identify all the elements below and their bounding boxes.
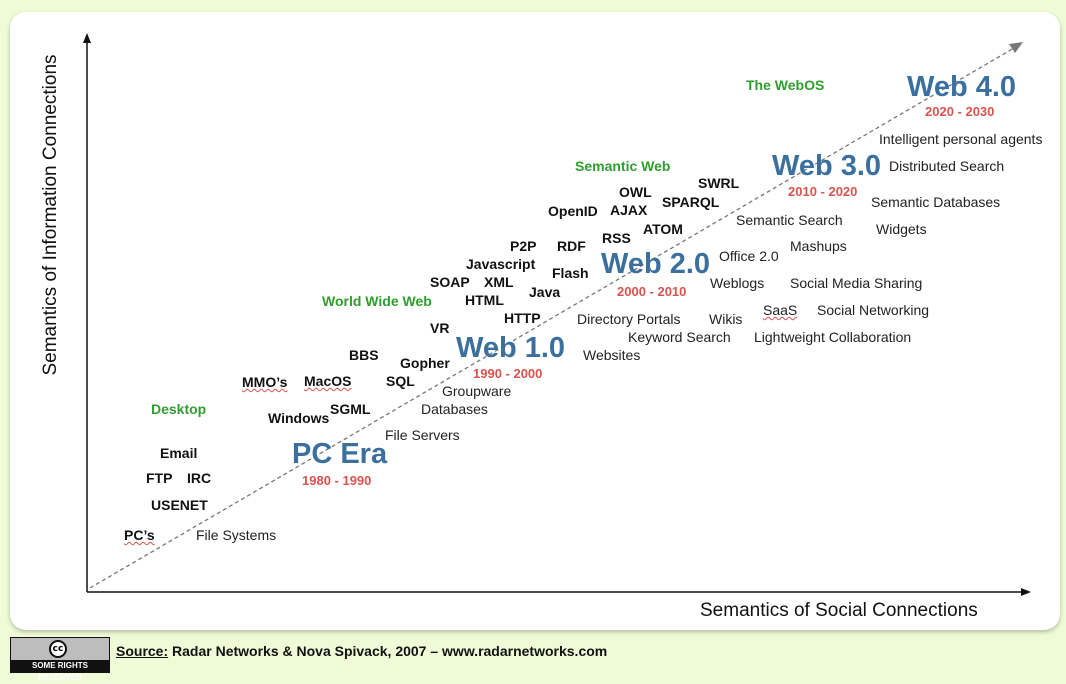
- social-social-networking: Social Networking: [817, 302, 930, 318]
- tech-pcs: PC’s: [124, 527, 155, 543]
- era-web2-years: 2000 - 2010: [617, 284, 687, 299]
- tech-sql: SQL: [386, 373, 415, 389]
- tech-rdf: RDF: [557, 238, 586, 254]
- social-wikis: Wikis: [709, 311, 743, 327]
- tech-macos: MacOS: [304, 373, 352, 389]
- social-intelligent-agents: Intelligent personal agents: [879, 131, 1043, 147]
- social-semantic-search: Semantic Search: [736, 212, 843, 228]
- tech-sparql: SPARQL: [662, 194, 720, 210]
- category-desktop: Desktop: [151, 401, 207, 417]
- cc-logo-band: cc: [11, 638, 109, 660]
- y-axis-arrow: [83, 33, 91, 43]
- tech-owl: OWL: [619, 184, 652, 200]
- tech-windows: Windows: [268, 410, 330, 426]
- source-credit: Source: Radar Networks & Nova Spivack, 2…: [116, 643, 607, 659]
- social-office20: Office 2.0: [719, 248, 779, 264]
- tech-bbs: BBS: [349, 347, 379, 363]
- tech-sgml: SGML: [330, 401, 371, 417]
- tech-openid: OpenID: [548, 203, 598, 219]
- social-lightweight-collaboration: Lightweight Collaboration: [754, 329, 912, 345]
- footer: cc SOME RIGHTS RESERVED Source: Radar Ne…: [10, 636, 1060, 682]
- tech-http: HTTP: [504, 310, 541, 326]
- cc-icon: cc: [49, 640, 67, 658]
- x-axis-label: Semantics of Social Connections: [700, 600, 978, 621]
- social-distributed-search: Distributed Search: [889, 158, 1005, 174]
- y-axis-label: Semantics of Information Connections: [40, 54, 61, 376]
- era-web1: Web 1.0: [456, 332, 566, 364]
- source-label: Source:: [116, 643, 169, 659]
- tech-flash: Flash: [552, 265, 589, 281]
- social-weblogs: Weblogs: [710, 275, 765, 291]
- tech-soap: SOAP: [430, 274, 470, 290]
- tech-rss: RSS: [602, 230, 631, 246]
- social-databases: Databases: [421, 401, 488, 417]
- social-social-media-sharing: Social Media Sharing: [790, 275, 923, 291]
- tech-swrl: SWRL: [698, 175, 740, 191]
- tech-java: Java: [529, 284, 561, 300]
- era-pc-years: 1980 - 1990: [302, 473, 372, 488]
- tech-email: Email: [160, 445, 198, 461]
- social-widgets: Widgets: [876, 221, 927, 237]
- tech-atom: ATOM: [643, 221, 683, 237]
- era-web1-years: 1990 - 2000: [473, 366, 543, 381]
- tech-ftp: FTP: [146, 470, 173, 486]
- social-saas: SaaS: [763, 302, 798, 318]
- social-semantic-databases: Semantic Databases: [871, 194, 1001, 210]
- era-web2: Web 2.0: [601, 248, 711, 280]
- diagram-panel: [10, 12, 1060, 630]
- era-web4: Web 4.0: [907, 71, 1017, 103]
- tech-xml: XML: [484, 274, 514, 290]
- social-directory-portals: Directory Portals: [577, 311, 681, 327]
- trend-line: [89, 47, 1015, 589]
- era-pc: PC Era: [292, 438, 388, 470]
- era-web3: Web 3.0: [772, 150, 882, 182]
- social-file-servers: File Servers: [385, 427, 460, 443]
- social-websites: Websites: [583, 347, 641, 363]
- category-webos: The WebOS: [746, 77, 825, 93]
- social-keyword-search: Keyword Search: [628, 329, 731, 345]
- tech-ajax: AJAX: [610, 202, 648, 218]
- category-semantic-web: Semantic Web: [575, 158, 671, 174]
- tech-irc: IRC: [187, 470, 212, 486]
- social-groupware: Groupware: [442, 383, 512, 399]
- tech-p2p: P2P: [510, 238, 537, 254]
- cc-badge-text: SOME RIGHTS RESERVED: [11, 660, 109, 682]
- tech-gopher: Gopher: [400, 355, 450, 371]
- category-www: World Wide Web: [322, 293, 432, 309]
- social-mashups: Mashups: [790, 238, 847, 254]
- tech-usenet: USENET: [151, 497, 208, 513]
- creative-commons-badge[interactable]: cc SOME RIGHTS RESERVED: [10, 637, 110, 682]
- era-web3-years: 2010 - 2020: [788, 184, 858, 199]
- source-text: Radar Networks & Nova Spivack, 2007 – ww…: [168, 643, 608, 659]
- tech-javascript: Javascript: [466, 256, 536, 272]
- social-file-systems: File Systems: [196, 527, 277, 543]
- tech-mmos: MMO’s: [242, 374, 288, 390]
- era-web4-years: 2020 - 2030: [925, 104, 995, 119]
- trend-arrow: [1009, 42, 1023, 53]
- tech-vr: VR: [430, 320, 450, 336]
- tech-html: HTML: [465, 292, 504, 308]
- x-axis-arrow: [1021, 588, 1031, 596]
